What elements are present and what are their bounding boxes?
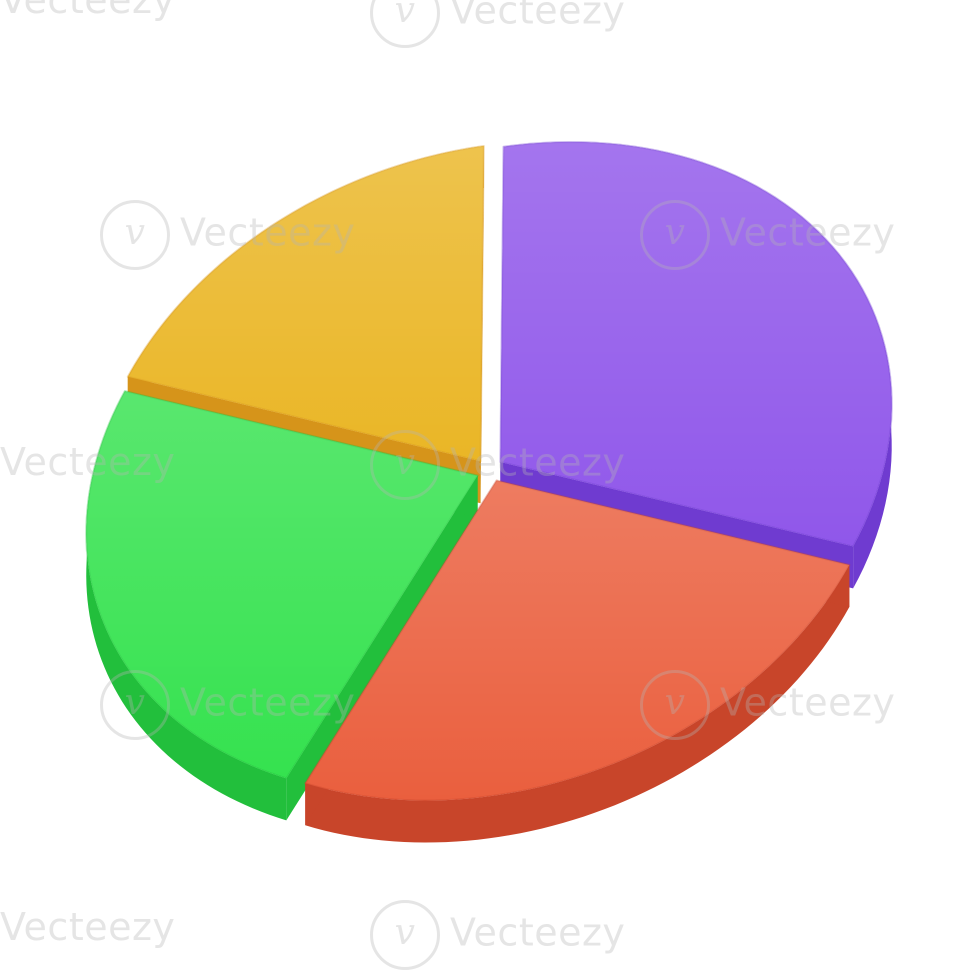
pie-slices: [85, 140, 893, 843]
pie-slice-gloss: [500, 141, 892, 547]
pie-slice-1: [499, 140, 893, 589]
pie-slice-side: [305, 564, 850, 843]
pie-slice-3: [85, 390, 479, 821]
pie-slice-wall: [286, 475, 478, 821]
pie-slice-2: [304, 479, 851, 843]
pie-slice-gloss: [86, 391, 478, 779]
pie-slice-wall: [480, 145, 484, 504]
pie-slice-gloss: [127, 145, 484, 462]
pie-slice-gloss: [305, 480, 850, 801]
pie-slice-side: [86, 391, 287, 821]
